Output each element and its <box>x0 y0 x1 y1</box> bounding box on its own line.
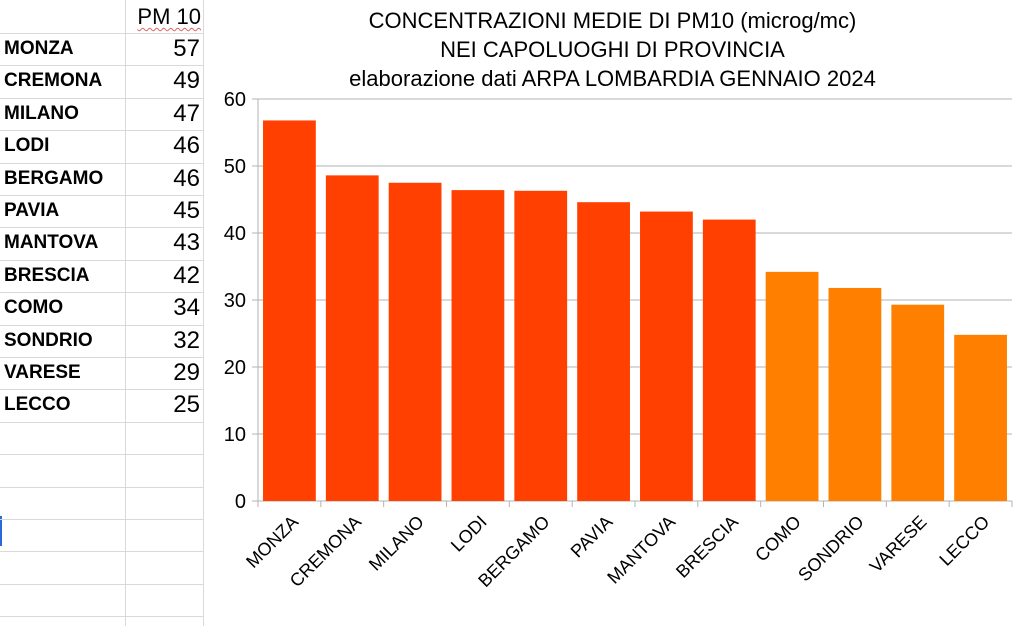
row-divider <box>0 389 204 390</box>
cell-value-pavia[interactable]: 45 <box>173 197 200 224</box>
row-divider <box>0 33 204 34</box>
row-divider <box>0 260 204 261</box>
cell-city-sondrio[interactable]: SONDRIO <box>4 330 93 351</box>
cell-value-lecco[interactable]: 25 <box>173 391 200 418</box>
chart-subtitle-source: elaborazione dati ARPA LOMBARDIA GENNAIO… <box>349 66 876 91</box>
y-tick-label: 40 <box>224 223 246 245</box>
row-divider <box>0 98 204 99</box>
bar-lecco <box>954 334 1007 501</box>
row-divider <box>0 65 204 66</box>
cell-value-como[interactable]: 34 <box>173 294 200 321</box>
bar-como <box>765 271 819 501</box>
y-tick-label: 0 <box>235 491 246 513</box>
x-tick-label: BRESCIA <box>672 512 742 582</box>
x-tick-label: MILANO <box>365 512 428 575</box>
spreadsheet-table: PM 10 MONZA 57 CREMONA 49 MILANO 47 LODI 46 BERG… <box>0 0 205 626</box>
row-divider <box>0 325 204 326</box>
cell-value-brescia[interactable]: 42 <box>173 262 200 289</box>
cell-value-varese[interactable]: 29 <box>173 359 200 386</box>
cell-value-cremona[interactable]: 49 <box>173 67 200 94</box>
cell-city-como[interactable]: COMO <box>4 297 64 318</box>
bar-mantova <box>640 211 693 501</box>
x-tick-label: COMO <box>751 512 805 566</box>
row-divider <box>0 519 204 520</box>
row-divider <box>0 130 204 131</box>
bar-milano <box>388 182 442 501</box>
x-tick-label: MANTOVA <box>603 512 679 588</box>
row-divider <box>0 195 204 196</box>
cell-city-pavia[interactable]: PAVIA <box>4 200 60 221</box>
cell-city-cremona[interactable]: CREMONA <box>4 70 103 91</box>
cell-value-monza[interactable]: 57 <box>173 35 200 62</box>
bar-pavia <box>577 202 630 501</box>
bar-monza <box>263 120 316 501</box>
y-tick-label: 20 <box>224 357 246 379</box>
column-divider <box>203 0 204 626</box>
bar-varese <box>891 304 945 501</box>
y-tick-label: 50 <box>224 156 246 178</box>
row-divider <box>0 292 204 293</box>
x-tick-label: SONDRIO <box>794 512 868 586</box>
cell-city-brescia[interactable]: BRESCIA <box>4 265 90 286</box>
row-divider <box>0 616 204 617</box>
row-divider <box>0 163 204 164</box>
cell-value-lodi[interactable]: 46 <box>173 132 200 159</box>
bar-cremona <box>325 175 379 501</box>
row-divider <box>0 584 204 585</box>
x-tick-label: LECCO <box>935 512 993 570</box>
bar-lodi <box>451 190 505 501</box>
column-header-pm10[interactable]: PM 10 <box>137 4 201 29</box>
chart-title: CONCENTRAZIONI MEDIE DI PM10 (microg/mc) <box>368 8 857 33</box>
column-divider <box>125 0 126 626</box>
bar-sondrio <box>828 287 882 501</box>
row-divider <box>0 454 204 455</box>
cell-city-milano[interactable]: MILANO <box>4 103 79 124</box>
bar-brescia <box>702 219 756 501</box>
cell-city-monza[interactable]: MONZA <box>4 38 74 59</box>
x-tick-label: MONZA <box>242 512 302 572</box>
x-tick-label: LODI <box>447 512 491 556</box>
y-tick-label: 60 <box>224 89 246 111</box>
row-divider <box>0 227 204 228</box>
bar-bergamo <box>514 190 568 502</box>
cell-value-milano[interactable]: 47 <box>173 100 200 127</box>
y-tick-label: 10 <box>224 424 246 446</box>
chart-subtitle: NEI CAPOLUOGHI DI PROVINCIA <box>440 37 785 62</box>
y-tick-label: 30 <box>224 290 246 312</box>
cell-city-bergamo[interactable]: BERGAMO <box>4 168 104 189</box>
cell-city-lodi[interactable]: LODI <box>4 135 50 156</box>
cell-city-mantova[interactable]: MANTOVA <box>4 232 99 253</box>
cell-cursor <box>0 516 2 546</box>
row-divider <box>0 357 204 358</box>
cell-value-sondrio[interactable]: 32 <box>173 327 200 354</box>
row-divider <box>0 487 204 488</box>
cell-city-varese[interactable]: VARESE <box>4 362 81 383</box>
row-divider <box>0 422 204 423</box>
row-divider <box>0 551 204 552</box>
cell-value-mantova[interactable]: 43 <box>173 229 200 256</box>
cell-value-bergamo[interactable]: 46 <box>173 165 200 192</box>
x-tick-label: PAVIA <box>567 512 617 562</box>
cell-city-lecco[interactable]: LECCO <box>4 394 71 415</box>
x-tick-label: VARESE <box>866 512 931 577</box>
